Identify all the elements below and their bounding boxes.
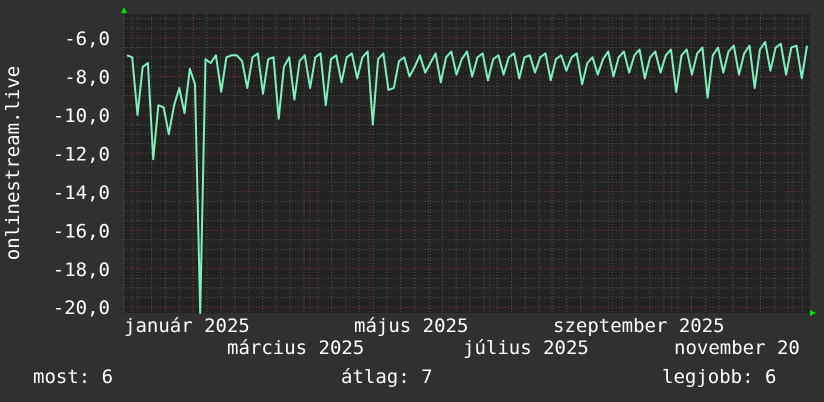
y-tick-label: -12,0 <box>53 143 110 165</box>
x-tick-label: május 2025 <box>354 315 468 337</box>
y-tick-label: -14,0 <box>53 182 110 204</box>
x-tick-label: november 20 <box>674 337 800 359</box>
x-arrow-icon <box>810 310 816 316</box>
legend-average: átlag: 7 <box>341 366 433 388</box>
grid <box>123 14 810 313</box>
y-tick-label: -6,0 <box>64 28 110 50</box>
y-tick-label: -8,0 <box>64 66 110 88</box>
y-axis: -6,0 -8,0 -10,0 -12,0 -14,0 -16,0 -18,0 -20,0 <box>53 28 110 319</box>
y-tick-label: -18,0 <box>53 259 110 281</box>
x-tick-label: január 2025 <box>124 315 250 337</box>
y-tick-label: -20,0 <box>53 297 110 319</box>
x-tick-label: szeptember 2025 <box>553 315 725 337</box>
y-arrow-icon <box>121 7 127 13</box>
y-tick-label: -16,0 <box>53 220 110 242</box>
legend-now: most: 6 <box>33 366 114 388</box>
legend-max: legjobb: 6 <box>662 366 777 388</box>
x-tick-label: március 2025 <box>227 337 364 359</box>
y-tick-label: -10,0 <box>53 105 110 127</box>
series-line <box>126 40 808 314</box>
x-tick-label: július 2025 <box>463 337 589 359</box>
y-axis-label: onlinestream.live <box>2 66 24 260</box>
